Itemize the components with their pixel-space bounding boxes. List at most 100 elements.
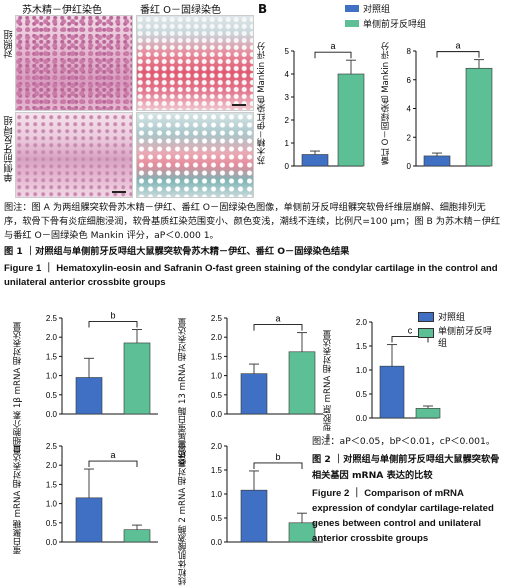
legend-item-control: 对照组 bbox=[345, 2, 426, 15]
bar-control bbox=[423, 155, 451, 167]
figure2-caption: 图注：aP＜0.05，bP＜0.01，cP＜0.001。 bbox=[312, 436, 496, 447]
bar-control bbox=[75, 377, 103, 415]
y-tick-label: 2.5 bbox=[46, 442, 58, 451]
legend-item-treated: 单侧前牙反㖊组 bbox=[418, 326, 498, 350]
legend-swatch-treated bbox=[345, 20, 359, 27]
significance-bracket bbox=[436, 51, 480, 58]
y-tick-label: 0.0 bbox=[211, 538, 223, 547]
y-tick-label: 1.5 bbox=[46, 480, 58, 489]
legend-label-treated: 单侧前牙反㖊组 bbox=[438, 327, 493, 349]
legend-swatch-control bbox=[418, 311, 434, 322]
y-tick-label: 1 bbox=[285, 139, 290, 148]
chart-1-ylabel: 番红 O－固绿染色 Mankin 评分 bbox=[381, 42, 391, 166]
y-tick-label: 2.0 bbox=[46, 461, 58, 470]
scale-bar bbox=[112, 191, 126, 193]
chart-mankin-he: 0 1 2 3 4 5 a bbox=[285, 41, 365, 171]
bar-control bbox=[240, 373, 268, 415]
legend-fig2: 对照组 单侧前牙反㖊组 bbox=[418, 310, 498, 350]
significance-label: a bbox=[455, 41, 460, 51]
bar-treated bbox=[123, 529, 151, 543]
figure1-title-en: Figure 1 ｜ Hematoxylin-eosin and Safrani… bbox=[4, 263, 498, 288]
y-tick-label: 2.0 bbox=[46, 333, 58, 342]
figure2-title-en: Figure 2 ｜ Comparison of mRNA expression… bbox=[312, 488, 494, 544]
y-tick-label: 1.0 bbox=[211, 490, 223, 499]
y-tick-label: 2.0 bbox=[211, 442, 223, 451]
chart-mankin-safranin: 0 2 4 6 8 a bbox=[407, 41, 493, 171]
chart-il1b: 0.0 0.5 1.0 1.5 2.0 2.5 b bbox=[46, 311, 158, 419]
figure1-title-zh: 图 1 ｜对照组与单侧前牙反㖊组大鼠髁突软骨苏木精－伊红、番红 O－固绿染色结果 bbox=[4, 246, 350, 257]
significance-label: a bbox=[330, 41, 335, 51]
y-tick-label: 5 bbox=[285, 47, 290, 56]
chart-mmp13: 0.0 0.5 1.0 1.5 2.0 2.5 a bbox=[211, 314, 323, 419]
micrograph-he-control bbox=[15, 15, 133, 111]
y-tick-label: 1.5 bbox=[46, 352, 58, 361]
y-tick-label: 1.5 bbox=[211, 352, 223, 361]
significance-bracket bbox=[88, 321, 138, 328]
significance-bracket bbox=[253, 324, 303, 331]
bar-treated bbox=[465, 67, 493, 167]
bar-treated bbox=[288, 351, 316, 415]
y-tick-label: 0.5 bbox=[211, 514, 223, 523]
y-tick-label: 2.0 bbox=[356, 318, 368, 327]
significance-bracket bbox=[253, 462, 303, 469]
legend-swatch-control bbox=[345, 5, 359, 12]
y-tick-label: 0.0 bbox=[356, 414, 368, 423]
col-head-safranin: 番红 O－固绿染色 bbox=[140, 5, 222, 16]
legend-swatch-treated bbox=[418, 328, 434, 338]
y-tick-label: 4 bbox=[407, 105, 412, 114]
micrograph-he-crossbite bbox=[15, 112, 133, 198]
y-tick-label: 0.0 bbox=[46, 410, 58, 419]
y-tick-label: 0 bbox=[407, 162, 412, 171]
y-tick-label: 0.0 bbox=[46, 538, 58, 547]
y-tick-label: 0.5 bbox=[46, 519, 58, 528]
bar-control bbox=[379, 365, 405, 419]
micrograph-safranin-crossbite bbox=[136, 112, 254, 198]
y-tick-label: 2 bbox=[407, 133, 412, 142]
chart-aggrecan: 0.0 0.5 1.0 1.5 2.0 2.5 a bbox=[46, 442, 158, 547]
figure2-title-zh: 图 2 ｜对照组与单侧前牙反㖊组大鼠髁突软骨相关基因 mRNA 表达的比较 bbox=[312, 454, 500, 481]
y-tick-label: 0 bbox=[285, 162, 290, 171]
y-tick-label: 2.5 bbox=[46, 314, 58, 323]
bar-control bbox=[240, 489, 268, 543]
significance-label: b bbox=[110, 311, 115, 321]
significance-label: b bbox=[275, 452, 280, 462]
y-tick-label: 1.0 bbox=[46, 372, 58, 381]
legend-label-control: 对照组 bbox=[363, 5, 391, 15]
legend-label-control: 对照组 bbox=[438, 313, 466, 323]
chart-2-ylabel: 白细胞介素 1β mRNA 相对表达量 bbox=[13, 322, 23, 454]
y-tick-label: 0.0 bbox=[211, 410, 223, 419]
legend-item-treated: 单侧前牙反㖊组 bbox=[345, 17, 426, 30]
significance-label: c bbox=[408, 326, 413, 336]
y-tick-label: 2.5 bbox=[211, 314, 223, 323]
y-tick-label: 1.0 bbox=[356, 366, 368, 375]
panel-b-label: B bbox=[258, 2, 268, 16]
y-tick-label: 2.0 bbox=[211, 333, 223, 342]
significance-label: a bbox=[110, 450, 115, 460]
significance-bracket bbox=[314, 51, 352, 59]
legend-label-treated: 单侧前牙反㖊组 bbox=[363, 20, 427, 30]
significance-label: a bbox=[275, 314, 280, 324]
bar-control bbox=[75, 497, 103, 543]
y-tick-label: 4 bbox=[285, 70, 290, 79]
col-head-he: 苏木精－伊红染色 bbox=[22, 5, 102, 16]
y-tick-label: 8 bbox=[407, 47, 412, 56]
significance-bracket bbox=[88, 460, 138, 468]
micrograph-safranin-control bbox=[136, 15, 254, 111]
chart-5-ylabel: 蛋白聚糖 mRNA 相对表达量 bbox=[13, 445, 23, 555]
bar-treated bbox=[123, 342, 151, 415]
y-tick-label: 2 bbox=[285, 116, 290, 125]
y-tick-label: 1.5 bbox=[356, 342, 368, 351]
bar-control bbox=[301, 154, 329, 167]
y-tick-label: 0.5 bbox=[46, 391, 58, 400]
y-tick-label: 6 bbox=[407, 76, 412, 85]
y-tick-label: 1.0 bbox=[46, 500, 58, 509]
legend: 对照组 单侧前牙反㖊组 bbox=[345, 2, 426, 30]
bar-treated bbox=[337, 73, 365, 167]
y-tick-label: 1.5 bbox=[211, 466, 223, 475]
chart-0-ylabel: 苏木精－伊红染色 Mankin 评分 bbox=[257, 42, 267, 165]
scale-bar bbox=[232, 104, 246, 106]
significance-bracket bbox=[391, 336, 429, 343]
legend-item-control: 对照组 bbox=[418, 310, 498, 323]
chart-col2: 0.0 0.5 1.0 1.5 2.0 c bbox=[356, 318, 441, 423]
figure1-caption: 图注：图 A 为两组髁突软骨苏木精－伊红、番红 O－固绿染色图像，单侧前牙反㖊组… bbox=[4, 202, 501, 241]
